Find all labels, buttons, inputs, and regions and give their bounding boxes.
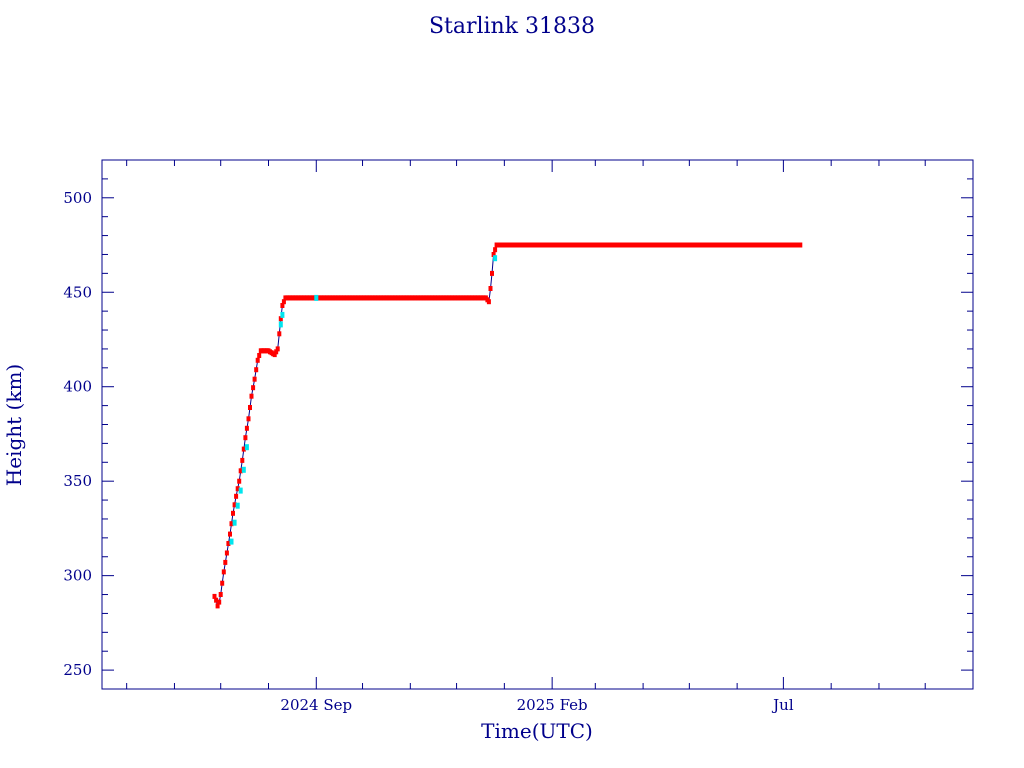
data-point (490, 270, 494, 276)
data-point (235, 486, 240, 492)
data-point (246, 416, 251, 422)
x-tick-label: 2024 Sep (280, 696, 352, 714)
data-point (241, 446, 246, 452)
data-point (229, 521, 234, 527)
y-tick-label: 350 (63, 472, 92, 490)
highlight-point (229, 538, 234, 545)
data-point (231, 510, 235, 516)
y-axis-label: Height (km) (2, 364, 26, 486)
data-point (255, 357, 260, 363)
y-tick-label: 250 (63, 661, 92, 679)
data-point (223, 559, 228, 565)
data-point (228, 531, 232, 537)
highlight-point (278, 321, 283, 328)
data-point (493, 247, 498, 253)
data-point (280, 303, 285, 308)
data-point (488, 286, 493, 291)
highlight-point (314, 294, 319, 301)
y-tick-label: 400 (63, 378, 92, 396)
y-tick-label: 300 (63, 567, 92, 585)
data-points-layer (212, 242, 803, 609)
data-point (277, 331, 282, 337)
data-point (240, 457, 245, 463)
data-point (232, 502, 237, 508)
data-point (274, 349, 279, 355)
highlight-point (232, 519, 237, 526)
data-point (221, 569, 226, 575)
chart-title: Starlink 31838 (428, 14, 596, 39)
data-point (249, 393, 254, 399)
x-tick-label: 2025 Feb (517, 696, 588, 714)
data-point (257, 353, 262, 358)
data-point (248, 405, 252, 410)
data-point (272, 352, 277, 358)
data-point (491, 252, 496, 257)
data-point (214, 597, 219, 603)
data-point (234, 493, 239, 499)
data-point (798, 242, 803, 248)
x-tick-label: Jul (771, 696, 794, 714)
data-point (215, 603, 220, 609)
highlight-point (241, 466, 246, 473)
data-point (254, 367, 259, 373)
data-point (224, 550, 229, 556)
data-point (238, 468, 243, 474)
highlight-point (238, 487, 243, 494)
data-point (486, 299, 491, 305)
data-point (220, 580, 225, 586)
data-point (251, 385, 256, 391)
data-point (217, 599, 222, 605)
ticks-layer: 250 300 350 400 450 500 2024 Sep 2025 Feb Jul (63, 159, 973, 714)
data-point (244, 425, 249, 431)
data-point (237, 478, 242, 484)
data-point (218, 592, 223, 597)
data-point (243, 435, 248, 441)
y-tick-label: 500 (63, 189, 92, 207)
y-tick-label: 450 (63, 283, 92, 301)
data-point (252, 376, 257, 382)
plot-frame (101, 159, 974, 690)
data-point (212, 593, 217, 599)
x-axis-label: Time(UTC) (481, 719, 593, 743)
data-point (275, 346, 280, 352)
highlight-point (235, 502, 240, 509)
data-point (226, 541, 231, 546)
highlight-point (244, 444, 249, 451)
highlight-point (493, 255, 498, 262)
data-point (278, 316, 283, 322)
data-point (281, 299, 286, 305)
highlight-point (280, 311, 285, 318)
